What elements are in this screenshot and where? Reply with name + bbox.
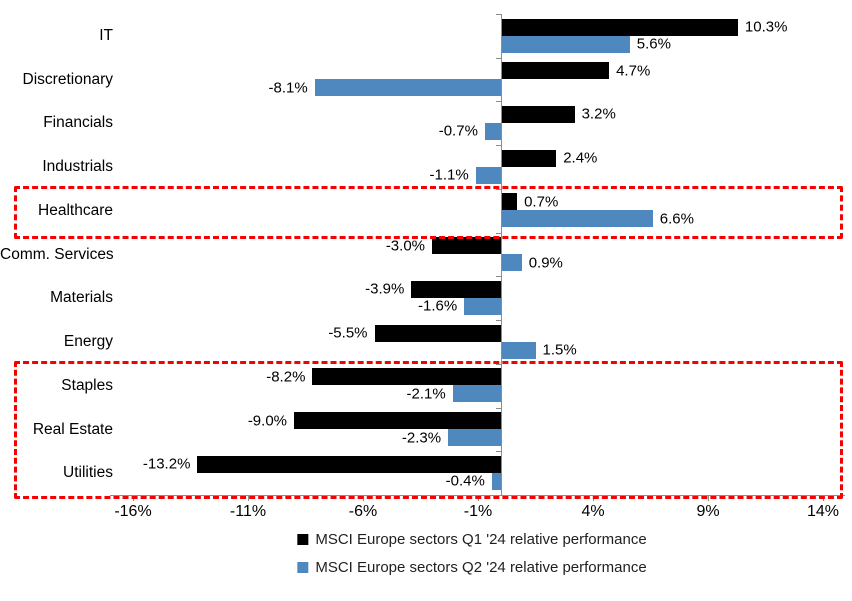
bar-q2-utilities [491,472,501,490]
category-label-discretionary: Discretionary [22,70,113,88]
bar-q1-energy [374,324,501,342]
bar-q1-materials [411,280,501,298]
value-label-q2-materials: -1.6% [418,297,458,315]
x-tick-4% [593,495,594,501]
value-label-q2-real-estate: -2.3% [401,429,442,447]
bar-q2-energy [501,341,536,359]
bar-q1-it [501,18,738,36]
value-label-q2-it: 5.6% [636,35,671,53]
x-tick-14% [823,495,824,501]
category-label-real-estate: Real Estate [32,420,113,438]
value-label-q2-healthcare: 6.6% [659,210,694,228]
category-boundary-tick [496,188,501,190]
category-boundary-tick [496,363,501,365]
bar-q2-comm-services [501,254,522,272]
value-label-q1-energy: -5.5% [328,324,368,342]
category-label-it: IT [99,27,113,44]
legend: MSCI Europe sectors Q1 '24 relative perf… [297,529,647,577]
value-label-q1-materials: -3.9% [365,280,405,298]
bar-q1-discretionary [501,62,610,80]
category-label-industrials: Industrials [42,158,113,176]
bar-q2-staples [452,385,501,403]
bar-q1-financials [501,105,575,123]
value-label-q1-utilities: -13.2% [142,455,191,473]
bar-q2-real-estate [448,429,501,447]
bar-q2-materials [464,297,501,315]
category-label-staples: Staples [61,376,113,394]
x-tick-label-14%: 14% [806,503,840,520]
bar-q2-discretionary [314,79,501,97]
value-label-q2-utilities: -0.4% [445,472,485,490]
bar-q1-comm-services [432,237,501,255]
value-label-q2-comm-services: 0.9% [528,254,563,272]
value-label-q1-discretionary: 4.7% [616,62,651,80]
legend-swatch-q1-icon [297,533,309,545]
value-label-q1-industrials: 2.4% [563,149,598,167]
category-boundary-tick [496,145,501,147]
x-tick--11% [248,495,249,501]
bar-q1-staples [312,368,501,386]
bar-q2-industrials [475,166,501,184]
value-label-q2-discretionary: -8.1% [268,79,308,97]
x-tick-label--6%: -6% [348,503,378,520]
category-boundary-tick [496,276,501,278]
value-label-q1-real-estate: -9.0% [247,412,287,430]
zero-axis-line [501,14,502,495]
bar-q1-utilities [197,455,501,473]
value-label-q2-staples: -2.1% [406,385,446,403]
category-label-financials: Financials [43,114,113,132]
category-boundary-tick [496,101,501,103]
value-label-q2-financials: -0.7% [438,122,478,140]
bar-q1-real-estate [294,412,501,430]
x-tick-label--11%: -11% [229,503,267,520]
bar-q1-industrials [501,149,557,167]
bar-q2-financials [484,122,501,140]
x-tick-label-4%: 4% [581,503,605,520]
x-axis-line [110,495,845,496]
x-tick--1% [478,495,479,501]
value-label-q2-industrials: -1.1% [429,166,469,184]
legend-item-q2: MSCI Europe sectors Q2 '24 relative perf… [297,557,647,577]
x-tick-label-9%: 9% [696,503,720,520]
legend-item-q1: MSCI Europe sectors Q1 '24 relative perf… [297,529,647,549]
legend-swatch-q2-icon [297,561,309,573]
category-boundary-tick [496,407,501,409]
value-label-q1-comm-services: -3.0% [385,237,425,255]
category-boundary-tick [496,451,501,453]
x-tick--16% [133,495,134,501]
legend-label-q1: MSCI Europe sectors Q1 '24 relative perf… [315,530,647,548]
bar-q1-healthcare [501,193,518,211]
category-boundary-tick [496,320,501,322]
category-label-healthcare: Healthcare [38,201,113,219]
category-label-utilities: Utilities [63,464,113,482]
x-tick-9% [708,495,709,501]
x-tick-label--1%: -1% [463,503,493,520]
highlight-box-healthcare-highlight [14,185,843,239]
legend-label-q2: MSCI Europe sectors Q2 '24 relative perf… [315,558,647,576]
category-boundary-tick [496,57,501,59]
value-label-q1-healthcare: 0.7% [524,193,559,211]
category-boundary-tick [496,14,501,15]
category-boundary-tick [496,232,501,234]
value-label-q2-energy: 1.5% [542,341,577,359]
category-label-comm-services: Comm. Services [0,245,114,263]
bar-q2-it [501,35,630,53]
value-label-q1-it: 10.3% [744,18,788,36]
category-label-materials: Materials [50,289,113,307]
x-tick-label--16%: -16% [114,503,152,520]
bar-q2-healthcare [501,210,653,228]
value-label-q1-staples: -8.2% [266,368,306,386]
category-label-energy: Energy [63,333,113,351]
value-label-q1-financials: 3.2% [581,105,616,123]
x-tick--6% [363,495,364,501]
